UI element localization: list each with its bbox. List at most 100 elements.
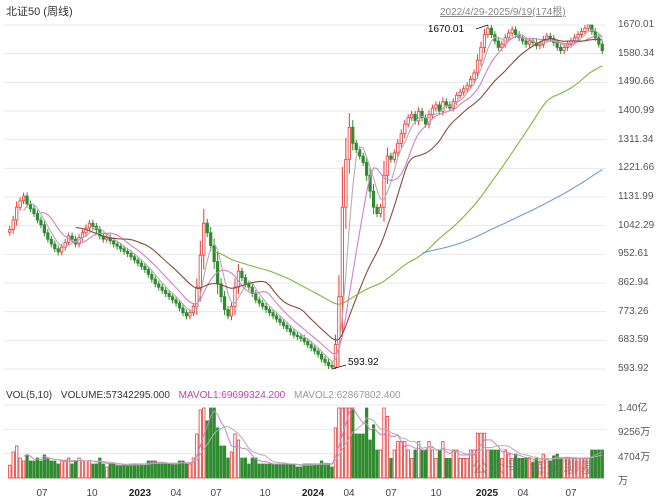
volume-bar — [462, 458, 466, 479]
vol-indicator-label: VOL(5,10) — [6, 390, 53, 401]
candle-body — [482, 34, 487, 48]
candle-body — [268, 309, 272, 314]
volume-bar — [427, 441, 431, 479]
candle-body — [475, 59, 480, 74]
volume-bar — [548, 460, 552, 479]
volume-bar — [101, 463, 105, 479]
candle-body — [233, 286, 237, 307]
candle-body — [112, 240, 116, 245]
candle-body — [49, 238, 53, 245]
volume-bar — [527, 458, 532, 479]
volume-bar — [330, 466, 334, 479]
volume-bar — [389, 458, 393, 479]
price-tick-label: 1580.34 — [618, 47, 655, 59]
volume-bar — [257, 463, 261, 479]
volume-bar — [552, 455, 556, 479]
volume-bar — [98, 457, 102, 479]
price-tick-label: 952.61 — [618, 248, 649, 260]
volume-bar — [70, 463, 74, 479]
candle-body — [375, 206, 379, 215]
candle-body — [177, 302, 182, 309]
candle-body — [365, 162, 369, 176]
date-range[interactable]: 2022/4/29-2025/9/19(174根) — [440, 7, 566, 18]
candle-body — [198, 254, 202, 288]
candle-body — [285, 325, 289, 330]
volume-bar — [278, 463, 282, 479]
volume-bar — [347, 407, 351, 479]
volume-bar — [46, 457, 50, 479]
candle-body — [219, 283, 223, 298]
candle-body — [559, 46, 563, 51]
volume-bar — [496, 449, 500, 479]
volume-bar — [507, 453, 511, 479]
volume-tick-label: 9256万 — [618, 427, 651, 439]
volume-bar — [49, 460, 53, 479]
volume-bar — [399, 441, 403, 479]
candle-body — [496, 40, 500, 48]
volume-bar — [229, 451, 234, 479]
candle-body — [181, 307, 185, 314]
time-tick-label: 2023 — [128, 488, 152, 499]
time-tick-label: 04 — [517, 488, 529, 499]
candle-body — [150, 273, 154, 280]
candle-body — [160, 286, 164, 291]
volume-bar — [472, 449, 476, 479]
candle-body — [555, 42, 559, 48]
volume-bar — [56, 463, 60, 479]
time-tick-label: 10 — [430, 488, 442, 499]
candle-body — [91, 222, 95, 227]
volume-bar — [160, 463, 164, 479]
candle-body — [125, 250, 130, 254]
mavol2-value: MAVOL2:62867802.400 — [294, 390, 401, 401]
volume-bar — [236, 439, 241, 479]
candle-body — [18, 200, 22, 208]
time-tick-label: 07 — [565, 488, 577, 499]
candle-body — [299, 336, 303, 339]
candle-body — [212, 245, 216, 262]
candle-body — [507, 32, 511, 39]
candle-body — [170, 296, 175, 301]
candle-body — [548, 35, 552, 39]
volume-bar — [84, 460, 88, 479]
candle-body — [344, 158, 348, 208]
candle-body — [326, 361, 331, 366]
volume-bar — [191, 457, 195, 479]
candle-body — [132, 256, 137, 261]
volume-bar — [475, 432, 480, 479]
volume-bar — [295, 466, 299, 479]
volume-bar — [11, 451, 15, 479]
volume-bar — [271, 463, 275, 479]
volume-bar — [375, 449, 379, 479]
price-chart[interactable] — [0, 0, 665, 380]
time-tick-label: 07 — [385, 488, 397, 499]
volume-bar — [538, 462, 542, 479]
volume-bar — [292, 463, 296, 479]
candle-body — [122, 248, 126, 252]
price-tick-label: 1670.01 — [618, 19, 655, 30]
candle-body — [56, 248, 60, 253]
volume-bar — [67, 457, 71, 479]
time-tick-label: 10 — [259, 488, 271, 499]
mavol2-line — [40, 417, 603, 466]
watermark-text: 公众号·每天聊基 — [472, 460, 598, 477]
volume-bar — [323, 463, 327, 479]
volume-bar — [139, 463, 144, 479]
candle-body — [385, 155, 390, 176]
candle-body — [15, 206, 19, 221]
volume-chart[interactable] — [0, 380, 665, 480]
candle-body — [538, 43, 542, 47]
volume-bar — [403, 441, 407, 479]
volume-bar — [455, 449, 459, 479]
volume-bar — [299, 466, 303, 479]
volume-bar — [597, 449, 601, 479]
volume-bar — [167, 463, 171, 479]
volume-bar — [164, 463, 168, 479]
candle-body — [53, 243, 57, 250]
ma120-line — [421, 169, 603, 254]
volume-bar — [417, 441, 421, 479]
candle-body — [25, 195, 29, 205]
volume-bar — [430, 449, 435, 479]
volume-bar — [371, 424, 376, 479]
volume-bar — [226, 457, 230, 479]
volume-bar — [378, 449, 383, 479]
